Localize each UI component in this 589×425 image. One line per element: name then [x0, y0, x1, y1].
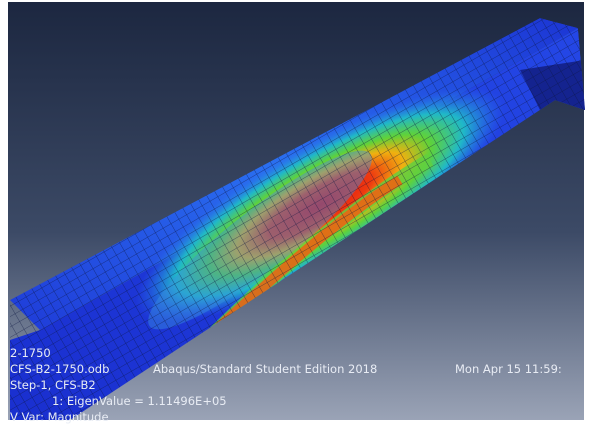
- step: Step-1, CFS-B2: [10, 378, 96, 392]
- screenshot: 2-1750 CFS-B2-1750.odb Abaqus/Standard S…: [0, 0, 589, 425]
- date: Mon Apr 15 11:59:: [455, 362, 562, 376]
- job-name: 2-1750: [10, 346, 51, 360]
- variable: V Var: Magnitude: [10, 410, 109, 424]
- odb-file: CFS-B2-1750.odb: [10, 362, 109, 376]
- product: Abaqus/Standard Student Edition 2018: [153, 362, 377, 376]
- mode: 1: EigenValue = 1.11496E+05: [52, 394, 227, 408]
- viewport: 2-1750 CFS-B2-1750.odb Abaqus/Standard S…: [0, 0, 589, 425]
